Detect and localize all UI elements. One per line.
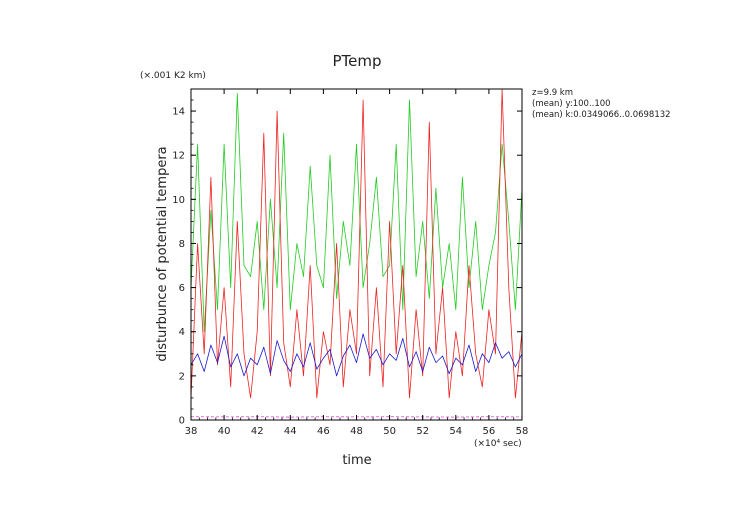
x-tick-label: 52 [416, 426, 429, 437]
x-axis: 38 40 42 44 46 48 50 52 54 56 58 [185, 89, 529, 437]
y-axis: 0 2 4 6 8 10 12 14 [172, 88, 522, 427]
series-line-3 [190, 333, 523, 377]
series-line-1 [190, 93, 523, 333]
x-unit-label: (×10⁴ sec) [474, 439, 522, 449]
y-tick-label: 0 [179, 416, 185, 427]
y-tick-label: 14 [172, 107, 185, 118]
y-tick-label: 4 [179, 327, 185, 338]
annotation-z: z=9.9 km [532, 88, 573, 98]
x-axis-label: time [342, 453, 371, 468]
y-tick-label: 10 [172, 195, 185, 206]
x-tick-label: 40 [218, 426, 231, 437]
x-tick-label: 48 [350, 426, 363, 437]
y-unit-label: (×.001 K2 km) [140, 71, 206, 81]
x-tick-label: 42 [251, 426, 264, 437]
annotation-mean-y: (mean) y:100..100 [532, 99, 611, 109]
series-line-2 [190, 88, 523, 399]
y-tick-label: 6 [179, 283, 185, 294]
x-tick-label: 38 [185, 426, 198, 437]
x-tick-label: 44 [284, 426, 297, 437]
annotation-mean-k: (mean) k:0.0349066..0.0698132 [532, 110, 671, 120]
x-tick-label: 56 [483, 426, 496, 437]
x-tick-label: 58 [516, 426, 529, 437]
series-layer [190, 88, 523, 418]
y-axis-label: disturbunce of potential tempera [155, 146, 170, 361]
x-tick-label: 50 [383, 426, 396, 437]
y-tick-label: 2 [179, 371, 185, 382]
x-tick-label: 46 [317, 426, 330, 437]
y-tick-label: 8 [179, 239, 185, 250]
y-tick-label: 12 [172, 151, 185, 162]
chart-title: PTemp [332, 52, 381, 70]
x-tick-label: 54 [449, 426, 462, 437]
